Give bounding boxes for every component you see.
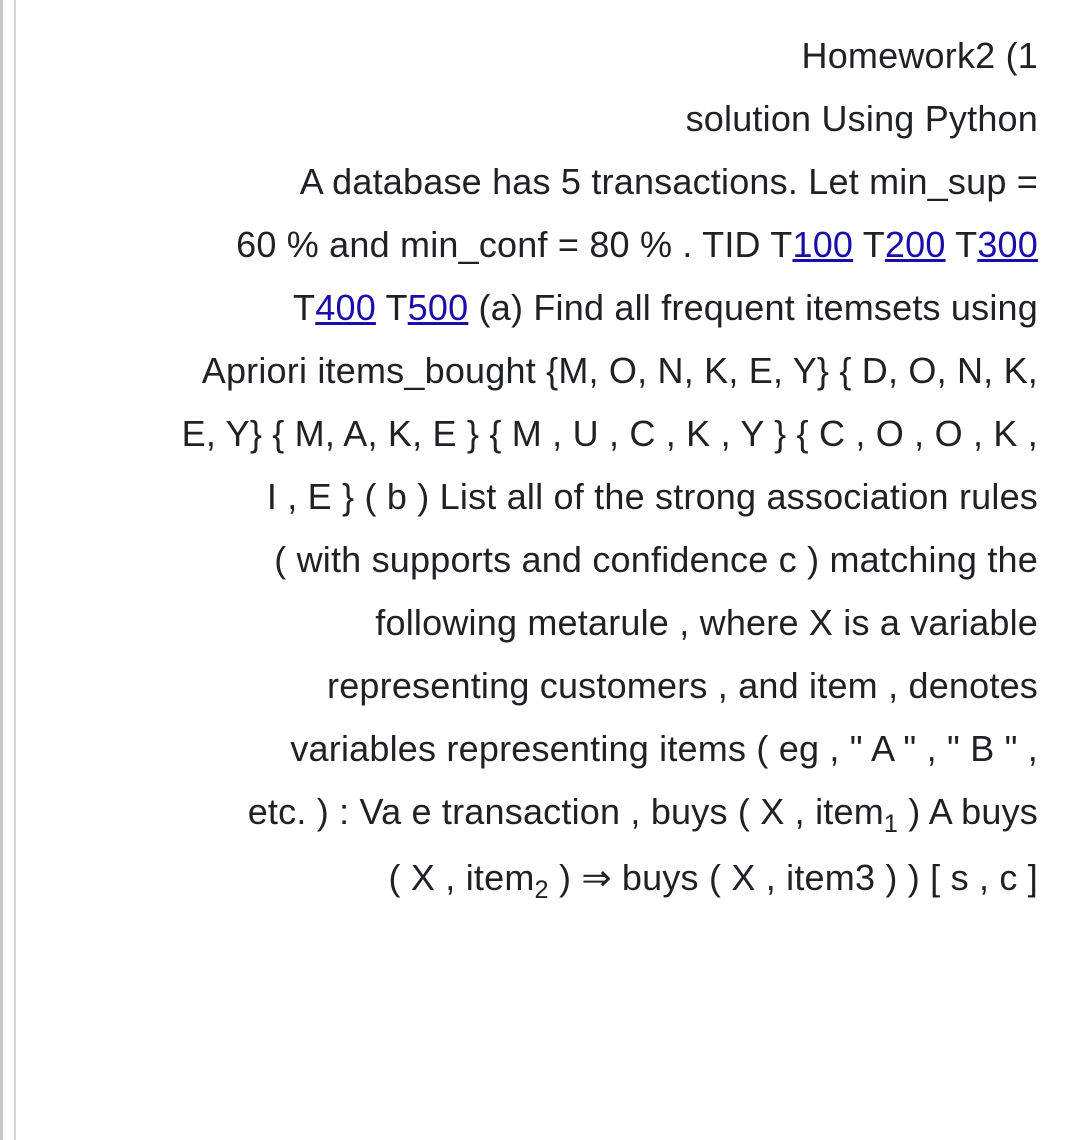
- subscript-2: 2: [535, 876, 549, 904]
- tid-prefix-2: T: [853, 224, 885, 265]
- left-border-inner: [14, 0, 16, 1140]
- title-line-1: Homework2 (1: [802, 35, 1038, 76]
- body-line-4a: 60 % and min_conf = 80 % . TID: [236, 224, 770, 265]
- tid-link-300[interactable]: 300: [977, 224, 1038, 265]
- tid-link-100[interactable]: 100: [792, 224, 853, 265]
- tid-prefix-4: T: [293, 287, 315, 328]
- tid-link-500[interactable]: 500: [408, 287, 469, 328]
- body-line-14b: ) ⇒ buys ( X , item3 ) ) [ s , c ]: [549, 857, 1038, 898]
- tid-prefix-3: T: [946, 224, 978, 265]
- body-line-10: following metarule , where X is a variab…: [375, 602, 1038, 643]
- body-line-9: ( with supports and confidence c ) match…: [274, 539, 1038, 580]
- body-line-14a: ( X , item: [389, 857, 535, 898]
- body-line-11: representing customers , and item , deno…: [327, 665, 1038, 706]
- title-line-2: solution Using Python: [686, 98, 1038, 139]
- document-body: Homework2 (1 solution Using Python A dat…: [58, 24, 1038, 913]
- tid-prefix-5: T: [376, 287, 408, 328]
- body-line-12: variables representing items ( eg , " A …: [290, 728, 1038, 769]
- body-line-3: A database has 5 transactions. Let min_s…: [300, 161, 1038, 202]
- body-line-13b: ) A buys: [898, 791, 1038, 832]
- subscript-1: 1: [884, 810, 898, 838]
- tid-link-400[interactable]: 400: [315, 287, 376, 328]
- body-line-13a: etc. ) : Va e transaction , buys ( X , i…: [248, 791, 884, 832]
- tid-link-200[interactable]: 200: [885, 224, 946, 265]
- body-line-5b: (a) Find all frequent itemsets using: [468, 287, 1038, 328]
- body-line-7: E, Y} { M, A, K, E } { M , U , C , K , Y…: [182, 413, 1038, 454]
- body-line-8: I , E } ( b ) List all of the strong ass…: [267, 476, 1038, 517]
- left-border-outer: [0, 0, 3, 1140]
- tid-prefix-1: T: [770, 224, 792, 265]
- body-line-6: Apriori items_bought {M, O, N, K, E, Y} …: [202, 350, 1038, 391]
